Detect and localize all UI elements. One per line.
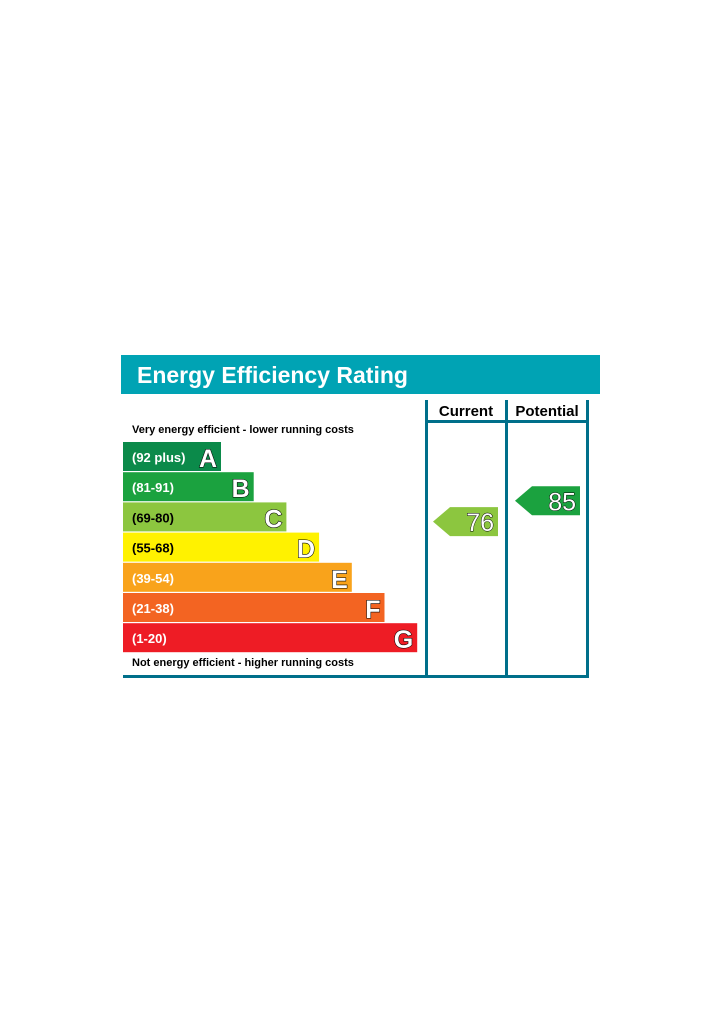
band-range-g: (1-20) [132, 631, 167, 646]
bottom-note: Not energy efficient - higher running co… [132, 657, 354, 669]
column-header-current: Current [439, 403, 493, 420]
band-bar-g [123, 623, 418, 653]
band-range-d: (55-68) [132, 541, 174, 556]
band-letter-a: A [199, 445, 217, 473]
rating-bands: (92 plus) A (81-91) B (69-80) C (55-68) D (39-54… [123, 442, 418, 655]
rating-arrows: 76 85 [433, 486, 580, 538]
band-bar-b [123, 472, 254, 502]
chart-frame [123, 400, 589, 678]
band-letter-b: B [232, 475, 250, 503]
band-range-f: (21-38) [132, 601, 174, 616]
top-note: Very energy efficient - lower running co… [132, 424, 354, 436]
band-range-e: (39-54) [132, 571, 174, 586]
column-header-potential: Potential [515, 403, 578, 420]
chart-title: Energy Efficiency Rating [137, 362, 408, 388]
band-range-a: (92 plus) [132, 450, 185, 465]
title-bar [121, 355, 600, 394]
band-bar-a [123, 442, 221, 471]
band-letter-f: F [365, 596, 380, 624]
band-letter-c: C [264, 505, 282, 533]
band-bar-e [123, 562, 352, 592]
band-letter-d: D [297, 536, 315, 564]
band-bar-c [123, 502, 287, 532]
rating-arrow-potential [515, 486, 580, 516]
band-letter-g: G [394, 626, 413, 654]
band-bar-d [123, 532, 320, 562]
rating-arrow-current [433, 507, 498, 537]
band-letter-e: E [331, 566, 348, 594]
rating-value-potential: 85 [548, 488, 576, 516]
band-range-b: (81-91) [132, 480, 174, 495]
band-range-c: (69-80) [132, 510, 174, 525]
rating-value-current: 76 [466, 509, 494, 537]
band-bar-f [123, 593, 385, 622]
